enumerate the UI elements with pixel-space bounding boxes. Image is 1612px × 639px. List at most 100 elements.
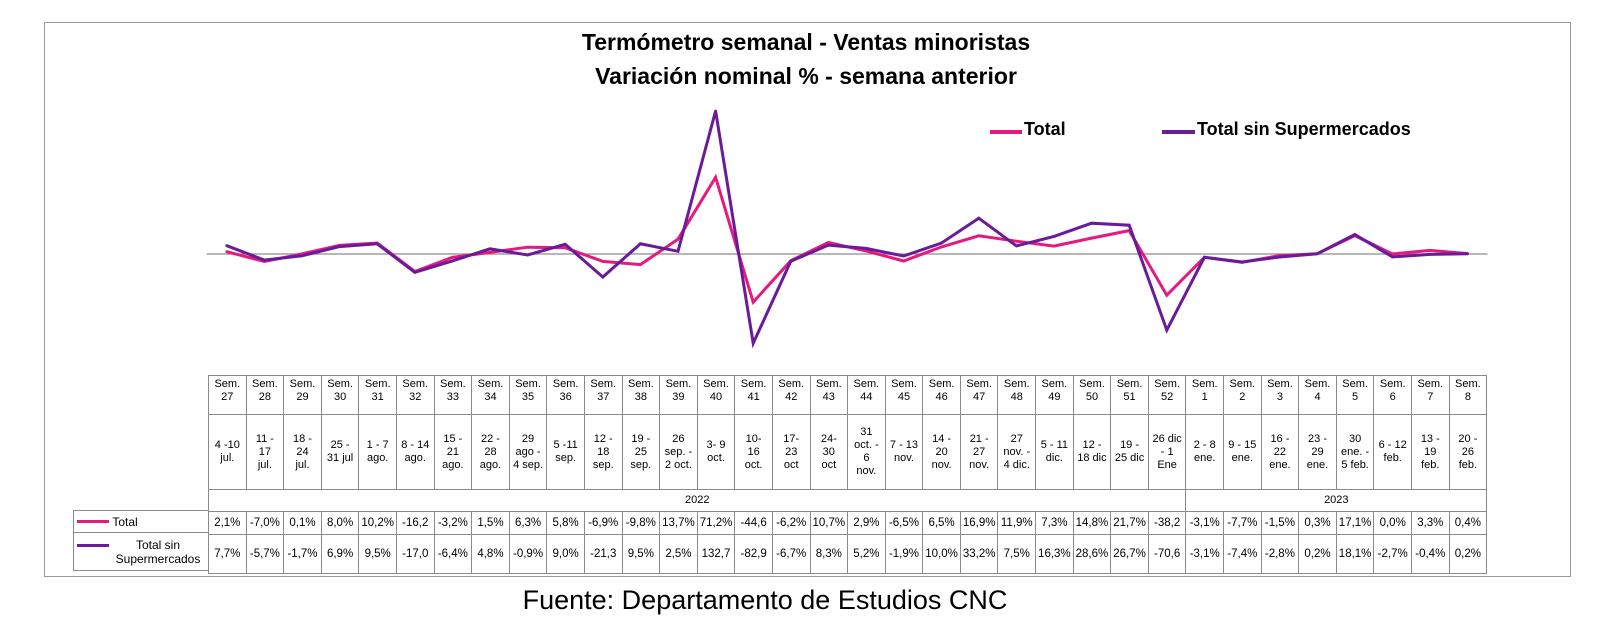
sin-supermercados-value: 10,0% (922, 534, 961, 574)
series-label-total: Total (73, 510, 209, 533)
total-value: 7,3% (1035, 511, 1074, 535)
data-point-sin-supermercados (714, 109, 717, 113)
sin-supermercados-value: 6,9% (320, 534, 360, 574)
sin-supermercados-value: -17,0 (395, 534, 435, 574)
date-range-label: 8 - 14 ago. (395, 414, 435, 490)
data-point-sin-supermercados (488, 247, 492, 251)
date-range-label: 19 - 25 sep. (621, 414, 661, 490)
total-value: -3,1% (1185, 511, 1225, 535)
date-range-label: 7 - 13 nov. (884, 414, 924, 490)
data-point-sin-supermercados (639, 242, 642, 246)
week-label: Sem. 27 (208, 375, 247, 415)
week-label: Sem. 51 (1110, 375, 1149, 415)
data-point-sin-supermercados (413, 270, 417, 274)
total-value: 10,7% (809, 511, 849, 535)
data-point-total (1428, 249, 1432, 252)
date-range-label: 29 ago - 4 sep. (508, 414, 548, 490)
total-value: -16,2 (395, 511, 435, 535)
data-point-sin-supermercados (751, 341, 755, 345)
date-range-label: 14 - 20 nov. (922, 414, 961, 490)
data-point-sin-supermercados (676, 249, 680, 253)
week-label: Sem. 33 (433, 375, 473, 415)
week-label: Sem. 41 (734, 375, 773, 415)
total-value: 13,7% (659, 511, 698, 535)
total-value: 10,2% (358, 511, 397, 535)
date-range-label: 30 ene. - 5 feb. (1335, 414, 1375, 490)
data-point-sin-supermercados (1391, 255, 1394, 259)
data-point-sin-supermercados (1278, 255, 1281, 259)
data-point-sin-supermercados (977, 216, 981, 220)
date-range-label: 21 - 27 nov. (959, 414, 999, 490)
sin-supermercados-value: -6,7% (771, 534, 811, 574)
total-value: 14,8% (1072, 511, 1112, 535)
data-point-sin-supermercados (300, 254, 304, 258)
data-point-total (1391, 252, 1394, 256)
sin-supermercados-value: -2,8% (1260, 534, 1300, 574)
data-point-total (939, 245, 943, 249)
data-point-sin-supermercados (375, 242, 379, 246)
week-label: Sem. 42 (771, 375, 811, 415)
total-value: 3,3% (1411, 511, 1450, 535)
week-label: Sem. 50 (1072, 375, 1112, 415)
data-point-sin-supermercados (1240, 260, 1244, 264)
date-range-label: 5 - 11 dic. (1035, 414, 1074, 490)
date-range-label: 15 - 21 ago. (433, 414, 473, 490)
week-label: Sem. 34 (471, 375, 510, 415)
data-point-total (977, 234, 981, 238)
date-range-label: 31 oct. - 6 nov. (847, 414, 886, 490)
week-label: Sem. 29 (283, 375, 322, 415)
data-point-total (601, 260, 605, 263)
week-label: Sem. 39 (659, 375, 698, 415)
date-range-label: 12 - 18 sep. (583, 414, 623, 490)
chart-subtitle: Variación nominal % - semana anterior (595, 63, 1017, 89)
date-range-label: 22 - 28 ago. (471, 414, 510, 490)
data-point-sin-supermercados (1428, 253, 1432, 256)
sin-supermercados-value: 16,3% (1035, 534, 1074, 574)
data-point-sin-supermercados (1090, 221, 1093, 225)
sin-supermercados-row: 7,7% -5,7% -1,7% 6,9% 9,5% -17,0 -6,4% 4,8% -0,9… (208, 534, 1488, 574)
data-point-sin-supermercados (1165, 328, 1169, 332)
date-range-label: 25 - 31 jul (320, 414, 360, 490)
sin-supermercados-value: 9,5% (621, 534, 661, 574)
total-value: 11,9% (997, 511, 1037, 535)
week-label: Sem. 28 (245, 375, 285, 415)
date-range-label: 26 sep. - 2 oct. (659, 414, 698, 490)
week-label: Sem. 35 (508, 375, 548, 415)
week-label: Sem. 7 (1411, 375, 1450, 415)
sin-supermercados-value: -70,6 (1147, 534, 1187, 574)
sin-supermercados-value: 8,3% (809, 534, 849, 574)
data-point-sin-supermercados (263, 258, 266, 262)
legend-swatch-sin-supermercados (1162, 130, 1195, 134)
date-range-label: 24- 30 oct (809, 414, 849, 490)
week-label: Sem. 37 (583, 375, 623, 415)
week-label: Sem. 30 (320, 375, 360, 415)
line-chart (206, 109, 1488, 349)
sin-supermercados-value: 5,2% (847, 534, 886, 574)
sin-supermercados-value: -5,7% (245, 534, 285, 574)
week-label: Sem. 1 (1185, 375, 1225, 415)
date-range-row: 4 -10 jul. 11 - 17 jul. 18 - 24 jul. 25 - 3… (208, 414, 1488, 490)
data-point-sin-supermercados (526, 253, 529, 257)
year-label: 2022 (207, 489, 1187, 512)
data-point-total (676, 237, 680, 241)
sin-supermercados-value: -6,4% (433, 534, 473, 574)
data-point-total (225, 250, 229, 254)
total-value: -9,8% (621, 511, 661, 535)
sin-supermercados-value: -1,9% (884, 534, 924, 574)
sin-supermercados-value: 7,5% (997, 534, 1037, 574)
data-point-sin-supermercados (601, 275, 605, 279)
sin-supermercados-value: -21,3 (583, 534, 623, 574)
date-range-label: 12 - 18 dic (1072, 414, 1112, 490)
date-range-label: 11 - 17 jul. (245, 414, 285, 490)
total-value: 2,1% (208, 511, 247, 535)
total-value: 71,2% (696, 511, 736, 535)
sin-supermercados-value: 28,6% (1072, 534, 1112, 574)
total-value: -7,0% (245, 511, 285, 535)
sin-supermercados-value: 7,7% (208, 534, 247, 574)
week-label: Sem. 36 (546, 375, 585, 415)
data-point-total (751, 300, 755, 304)
total-value: 8,0% (320, 511, 360, 535)
total-value: -1,5% (1260, 511, 1300, 535)
data-point-sin-supermercados (789, 259, 793, 263)
sin-supermercados-value: -7,4% (1223, 534, 1262, 574)
